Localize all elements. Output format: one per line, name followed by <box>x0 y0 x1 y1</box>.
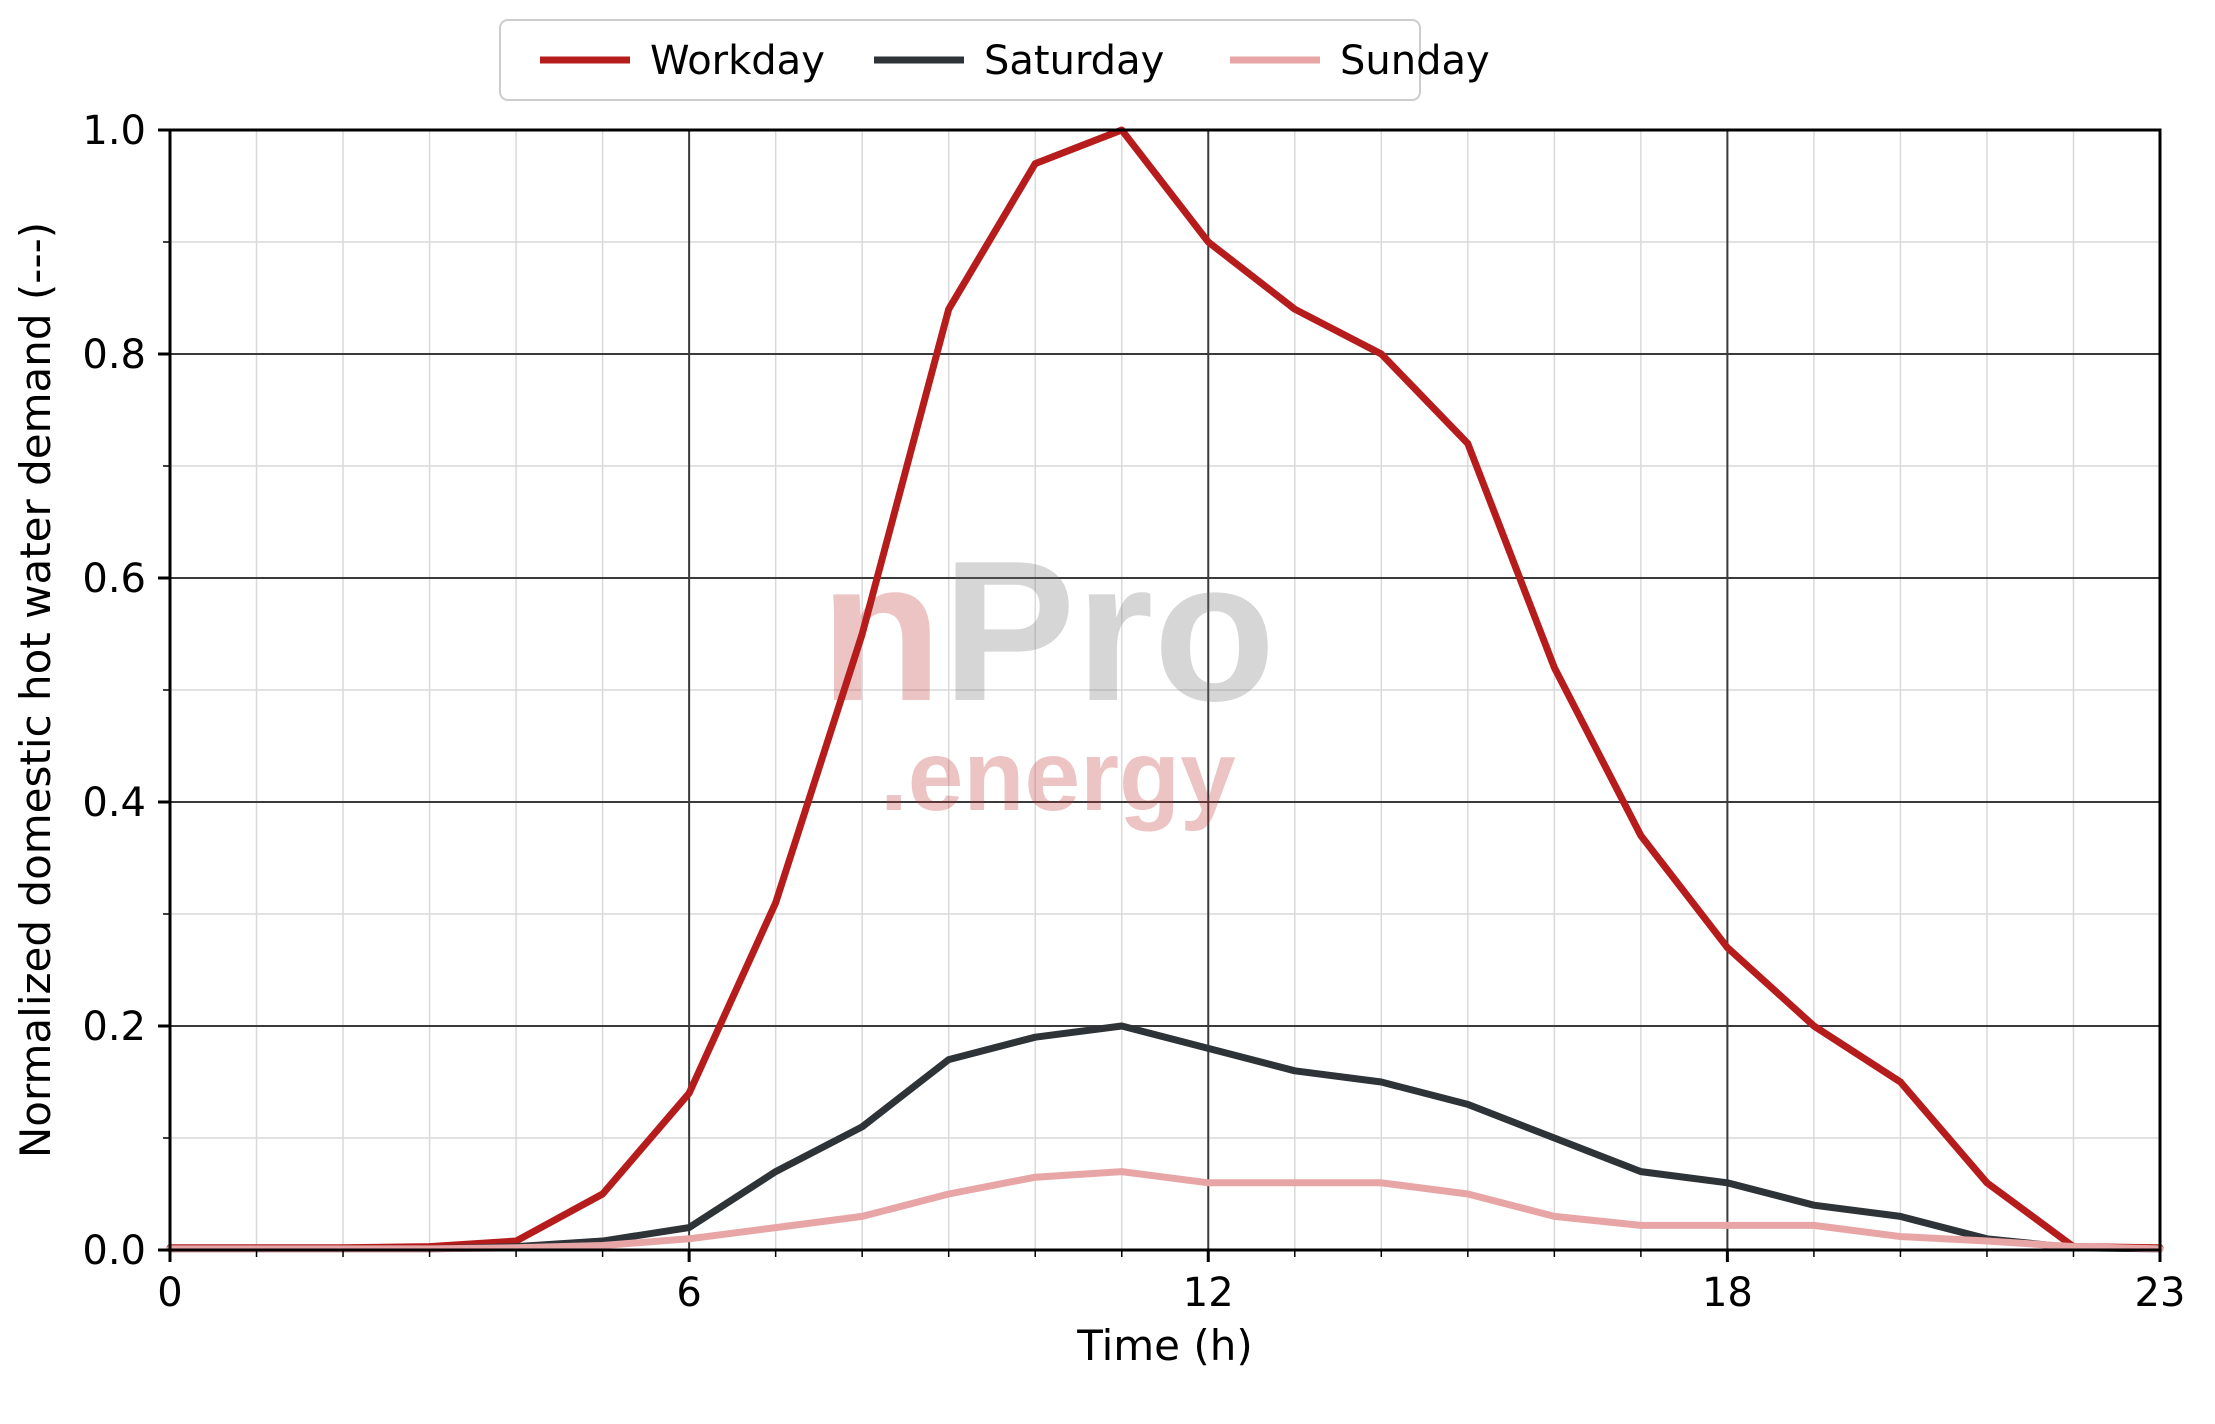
legend: Workday Saturday Sunday <box>500 20 1490 100</box>
ytick-label: 0.4 <box>82 780 146 826</box>
legend-label: Workday <box>650 38 825 84</box>
ytick-label: 0.8 <box>82 332 146 378</box>
xtick-label: 23 <box>2135 1270 2186 1316</box>
legend-label: Sunday <box>1340 38 1490 84</box>
line-chart: nPro.energy 0 6 12 18 23 0.0 0.2 0.4 0.6 0.8 1.0 Tim… <box>0 0 2215 1424</box>
svg-text:nPro: nPro <box>820 520 1276 743</box>
xtick-label: 0 <box>157 1270 182 1316</box>
x-axis-label: Time (h) <box>1076 1321 1253 1370</box>
ytick-label: 0.0 <box>82 1228 146 1274</box>
y-axis-label: Normalized domestic hot water demand (--… <box>11 222 60 1158</box>
ytick-label: 1.0 <box>82 108 146 154</box>
chart-container: nPro.energy 0 6 12 18 23 0.0 0.2 0.4 0.6 0.8 1.0 Tim… <box>0 0 2215 1424</box>
xtick-label: 6 <box>676 1270 701 1316</box>
xtick-label: 12 <box>1183 1270 1234 1316</box>
legend-label: Saturday <box>984 38 1164 84</box>
ytick-label: 0.6 <box>82 556 146 602</box>
xtick-label: 18 <box>1702 1270 1753 1316</box>
watermark: nPro.energy <box>820 520 1276 832</box>
ytick-label: 0.2 <box>82 1004 146 1050</box>
svg-text:.energy: .energy <box>880 720 1236 832</box>
